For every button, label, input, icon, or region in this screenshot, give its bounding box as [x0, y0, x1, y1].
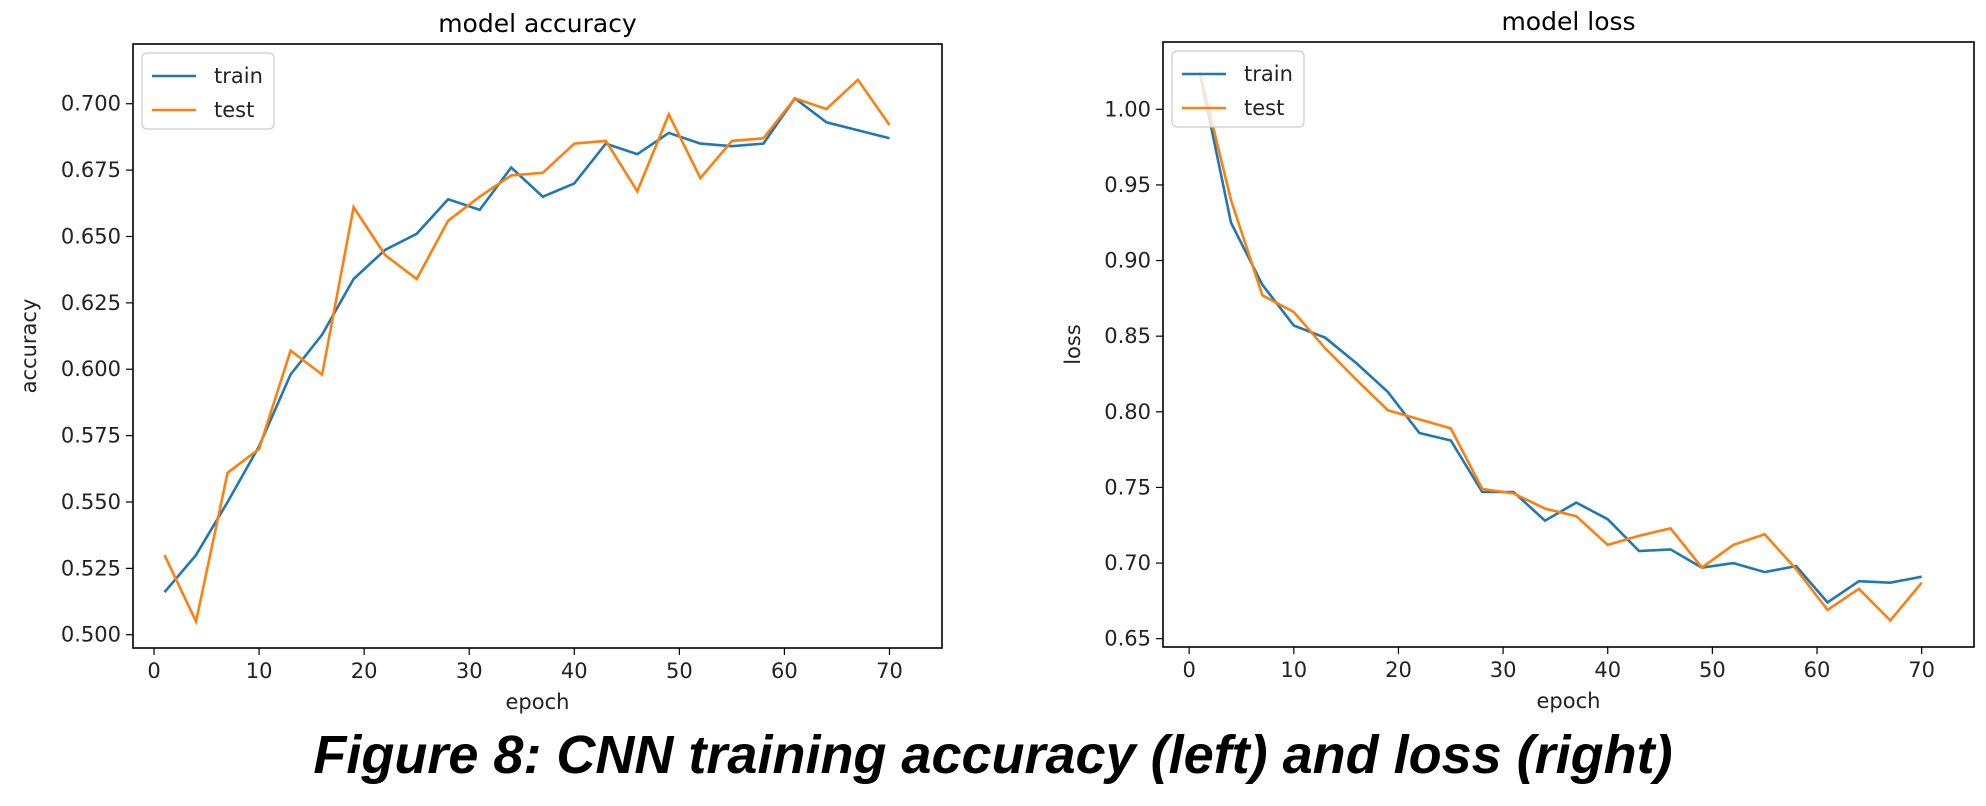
loss-test-line — [1198, 71, 1923, 623]
accuracy-x-tick-label: 50 — [666, 659, 693, 683]
loss-legend-train-label: train — [1244, 62, 1293, 86]
accuracy-y-tick-label: 0.675 — [61, 158, 121, 182]
accuracy-y-tick-label: 0.575 — [61, 424, 121, 448]
loss-y-tick-label: 0.75 — [1104, 475, 1151, 499]
loss-x-tick-label: 20 — [1385, 658, 1412, 682]
accuracy-y-tick-label: 0.500 — [61, 623, 121, 647]
loss-y-tick-label: 0.85 — [1104, 324, 1151, 348]
loss-x-tick-label: 10 — [1280, 658, 1307, 682]
accuracy-y-tick-label: 0.625 — [61, 291, 121, 315]
loss-legend: train test — [1171, 50, 1305, 128]
loss-x-tick-label: 30 — [1490, 658, 1517, 682]
accuracy-y-tick-label: 0.525 — [61, 556, 121, 580]
accuracy-x-tick-label: 0 — [147, 659, 160, 683]
accuracy-x-tick-label: 30 — [456, 659, 483, 683]
loss-y-tick-label: 0.70 — [1104, 551, 1151, 575]
accuracy-chart-title: model accuracy — [438, 9, 637, 38]
accuracy-train-line — [163, 96, 890, 594]
loss-y-axis-label: loss — [1061, 324, 1085, 365]
accuracy-legend-train-label: train — [214, 64, 263, 88]
accuracy-x-tick-label: 60 — [771, 659, 798, 683]
loss-x-tick-label: 60 — [1804, 658, 1831, 682]
loss-y-tick-label: 0.80 — [1104, 400, 1151, 424]
accuracy-y-tick-label: 0.650 — [61, 224, 121, 248]
loss-y-tick-label: 0.95 — [1104, 173, 1151, 197]
accuracy-y-tick-label: 0.550 — [61, 490, 121, 514]
accuracy-y-tick-label: 0.600 — [61, 357, 121, 381]
accuracy-x-tick-label: 70 — [876, 659, 903, 683]
accuracy-y-axis-label: accuracy — [17, 299, 41, 394]
loss-x-tick-label: 70 — [1908, 658, 1935, 682]
loss-x-tick-label: 50 — [1699, 658, 1726, 682]
accuracy-test-line — [163, 77, 891, 626]
accuracy-x-tick-label: 10 — [246, 659, 273, 683]
accuracy-x-axis-label: epoch — [506, 690, 570, 714]
accuracy-legend: train test — [141, 52, 275, 130]
figure-caption: Figure 8: CNN training accuracy (left) a… — [313, 725, 1673, 785]
loss-y-tick-label: 0.90 — [1104, 249, 1151, 273]
loss-chart-title: model loss — [1501, 7, 1635, 36]
loss-chart: model loss 0 10 20 30 40 50 60 70 0.65 0.70 0.75 0.8… — [1061, 7, 1975, 713]
loss-x-tick-label: 40 — [1594, 658, 1621, 682]
accuracy-x-tick-label: 20 — [351, 659, 378, 683]
loss-y-tick-label: 1.00 — [1104, 97, 1151, 121]
loss-x-axis-label: epoch — [1537, 689, 1601, 713]
accuracy-chart: model accuracy 0 10 20 30 40 50 60 70 0.500 0.525 0… — [17, 9, 943, 714]
loss-x-tick-label: 0 — [1182, 658, 1195, 682]
loss-plot-frame — [1162, 41, 1975, 648]
accuracy-plot-frame — [132, 43, 943, 649]
accuracy-y-tick-label: 0.700 — [61, 92, 121, 116]
loss-train-line — [1198, 71, 1922, 605]
accuracy-legend-test-label: test — [214, 98, 254, 122]
loss-legend-test-label: test — [1244, 96, 1284, 120]
loss-y-tick-label: 0.65 — [1104, 627, 1151, 651]
accuracy-x-tick-label: 40 — [561, 659, 588, 683]
